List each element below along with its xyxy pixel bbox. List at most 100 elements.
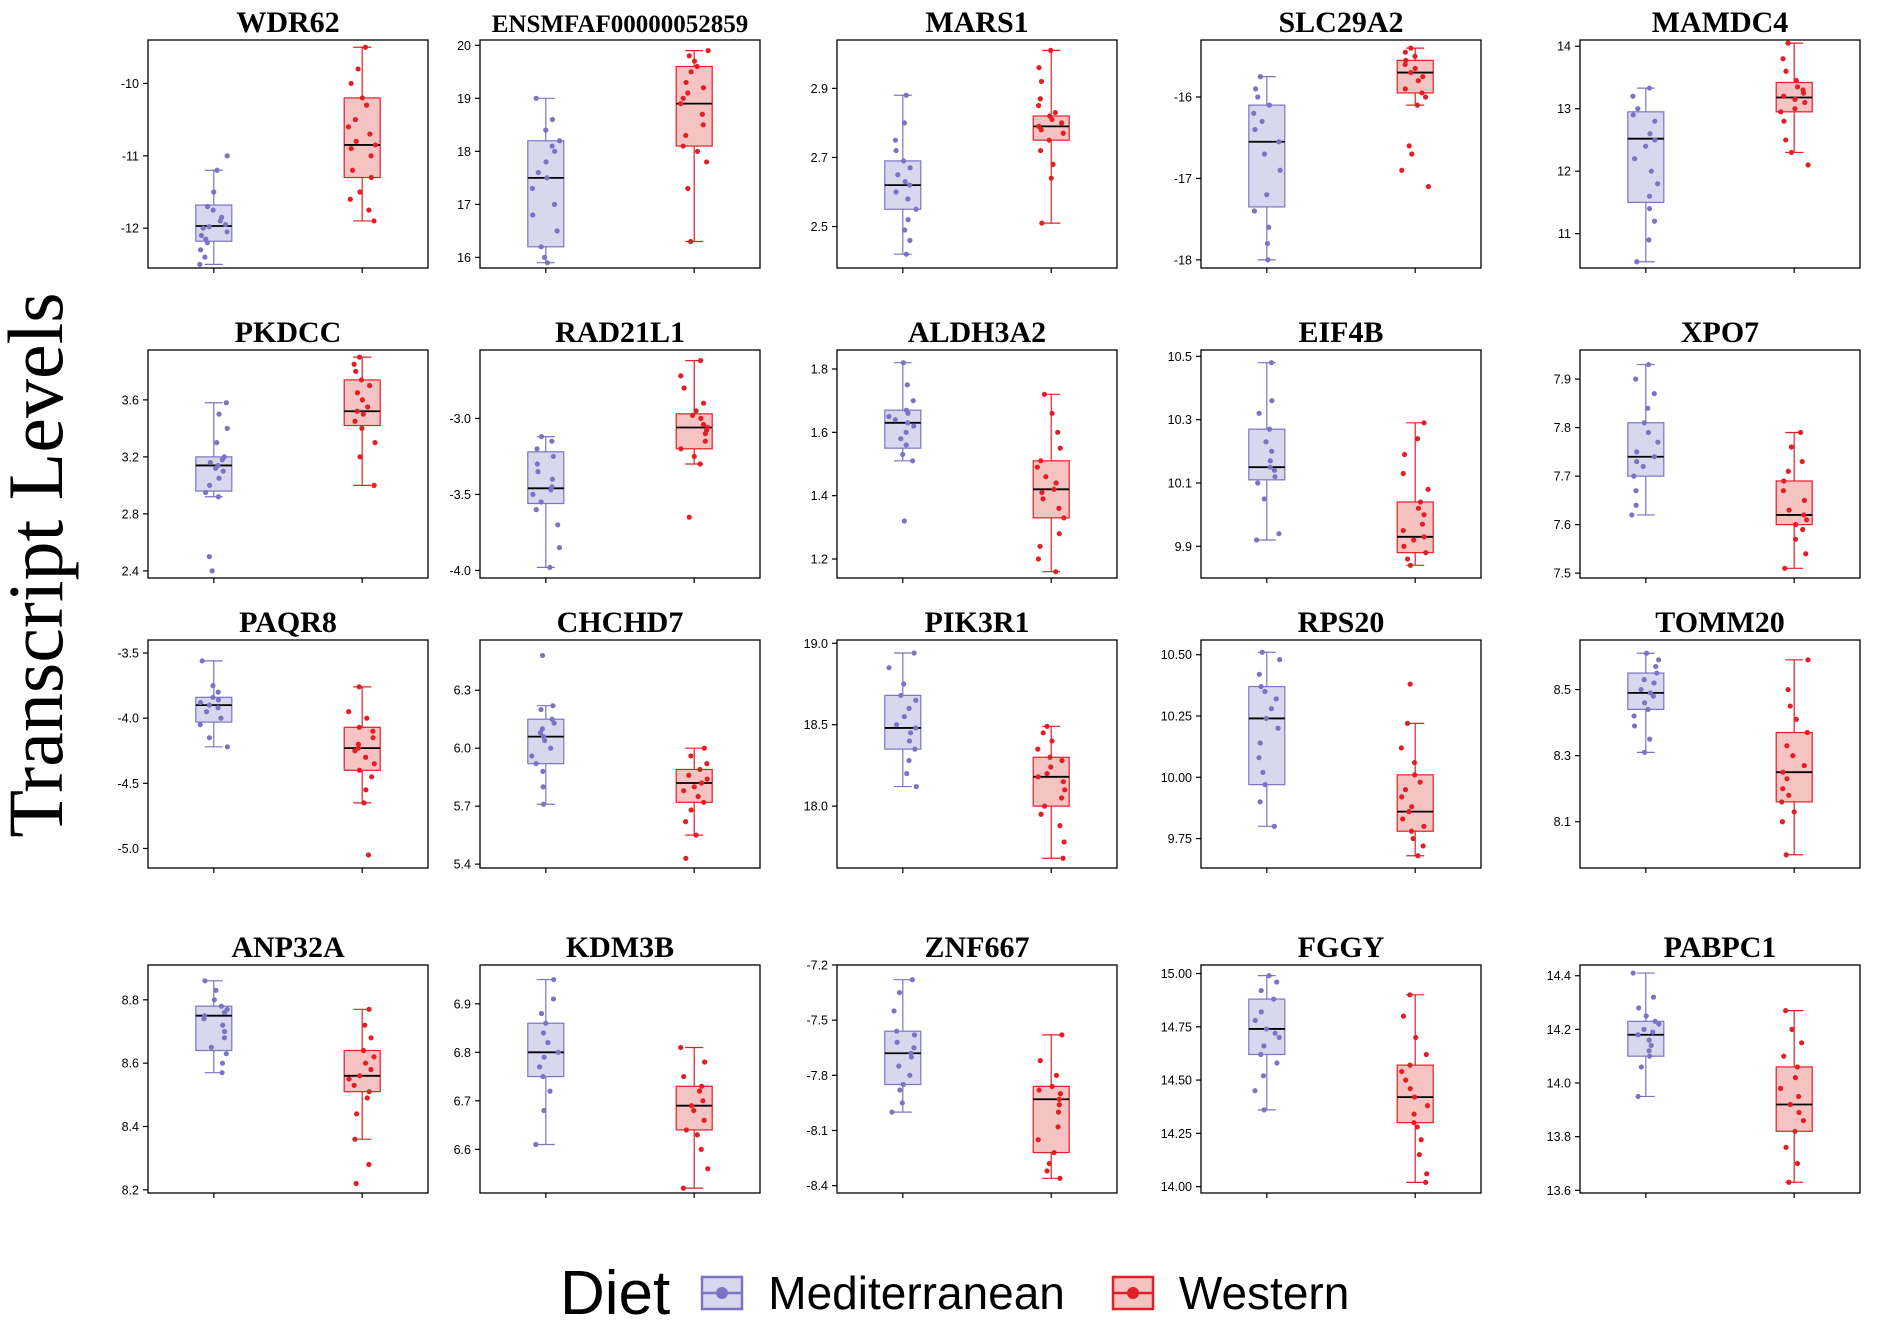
point-slc29a2-mediterranean <box>1264 240 1271 247</box>
point-pabpc1-western <box>1789 1026 1795 1032</box>
panel-pik3r1: PIK3R1 18.0 18.5 19.0 <box>804 606 1118 873</box>
point-anp32a-western <box>351 1082 357 1088</box>
point-ensmfaf00000052859-mediterranean <box>535 169 541 176</box>
point-aldh3a2-mediterranean <box>900 360 907 366</box>
point-eif4b-western <box>1401 451 1408 458</box>
point-pik3r1-western <box>1061 839 1067 845</box>
point-pabpc1-mediterranean <box>1638 1064 1644 1070</box>
point-aldh3a2-mediterranean <box>905 420 911 426</box>
point-pkdcc-western <box>365 404 371 410</box>
point-pik3r1-mediterranean <box>907 730 914 736</box>
point-fggy-mediterranean <box>1260 1073 1267 1079</box>
point-fggy-western <box>1411 1111 1417 1117</box>
point-znf667-western <box>1044 1168 1050 1174</box>
point-ensmfaf00000052859-mediterranean <box>538 244 544 250</box>
point-aldh3a2-western <box>1053 569 1059 575</box>
point-pabpc1-western <box>1794 1160 1801 1167</box>
plot-area-mamdc4 <box>1579 39 1861 269</box>
point-tomm20-western <box>1784 776 1790 782</box>
point-wdr62-mediterranean <box>210 207 216 213</box>
point-xpo7-western <box>1792 522 1799 528</box>
point-pkdcc-mediterranean <box>215 494 222 500</box>
panel-title-aldh3a2: ALDH3A2 <box>908 316 1046 349</box>
point-rps20-mediterranean <box>1262 782 1268 788</box>
point-mars1-western <box>1038 78 1045 85</box>
point-znf667-mediterranean <box>899 1100 905 1106</box>
point-znf667-mediterranean <box>896 1063 902 1069</box>
y-tick-label-znf667-3: -7.5 <box>806 1014 828 1028</box>
box-slc29a2-western <box>1396 59 1434 94</box>
legend-key-western <box>1111 1275 1155 1311</box>
panel-title-mars1: MARS1 <box>925 6 1028 39</box>
point-rad21l1-mediterranean <box>556 545 563 551</box>
point-znf667-mediterranean <box>891 1008 897 1014</box>
panel-xpo7: XPO7 7.5 7.6 7.7 7.8 7.9 <box>1554 316 1861 583</box>
point-kdm3b-mediterranean <box>555 1049 561 1055</box>
point-pik3r1-western <box>1060 855 1066 861</box>
point-aldh3a2-western <box>1061 515 1067 521</box>
point-anp32a-mediterranean <box>219 1060 226 1066</box>
point-fggy-mediterranean <box>1261 1107 1267 1113</box>
point-xpo7-mediterranean <box>1655 439 1661 445</box>
point-pabpc1-western <box>1778 1085 1784 1091</box>
point-xpo7-western <box>1781 478 1787 484</box>
point-slc29a2-western <box>1425 183 1432 190</box>
point-mars1-mediterranean <box>893 189 899 195</box>
point-paqr8-western <box>356 684 362 690</box>
panel-title-anp32a: ANP32A <box>231 931 345 964</box>
point-xpo7-mediterranean <box>1633 502 1639 508</box>
point-pik3r1-western <box>1044 770 1050 777</box>
point-pkdcc-mediterranean <box>209 568 215 574</box>
point-paqr8-mediterranean <box>218 715 224 721</box>
point-fggy-western <box>1423 1179 1429 1185</box>
point-pkdcc-western <box>354 390 361 396</box>
point-aldh3a2-western <box>1057 445 1063 451</box>
point-ensmfaf00000052859-western <box>683 132 689 139</box>
point-anp32a-mediterranean <box>213 987 219 993</box>
point-mars1-western <box>1037 147 1044 154</box>
point-znf667-western <box>1056 1102 1062 1108</box>
panel-wdr62: WDR62 -12 -11 -10 <box>121 6 429 273</box>
point-aldh3a2-mediterranean <box>911 423 917 429</box>
point-kdm3b-western <box>678 1044 684 1051</box>
plot-area-pabpc1 <box>1579 964 1861 1194</box>
point-anp32a-western <box>353 1180 359 1187</box>
point-tomm20-mediterranean <box>1647 690 1654 696</box>
point-anp32a-mediterranean <box>219 1070 225 1076</box>
point-paqr8-western <box>355 745 361 751</box>
y-tick-label-pabpc1-2: 14.0 <box>1547 1077 1571 1091</box>
panel-title-xpo7: XPO7 <box>1681 316 1759 349</box>
y-tick-label-mars1-2: 2.9 <box>811 82 828 96</box>
point-fggy-mediterranean <box>1266 973 1272 979</box>
y-tick-label-rps20-2: 10.25 <box>1161 710 1192 724</box>
y-tick-label-kdm3b-1: 6.7 <box>454 1094 471 1108</box>
point-chchd7-mediterranean <box>551 720 557 726</box>
point-paqr8-mediterranean <box>203 709 210 715</box>
y-tick-label-fggy-0: 14.00 <box>1161 1180 1192 1194</box>
point-pkdcc-mediterranean <box>221 454 227 460</box>
point-slc29a2-western <box>1409 151 1415 157</box>
point-pkdcc-mediterranean <box>216 411 222 417</box>
point-kdm3b-western <box>696 1088 703 1094</box>
point-wdr62-western <box>371 218 377 224</box>
point-pik3r1-western <box>1038 811 1044 817</box>
point-chchd7-mediterranean <box>549 716 555 722</box>
point-xpo7-mediterranean <box>1645 429 1651 436</box>
point-fggy-mediterranean <box>1272 1030 1278 1036</box>
point-pkdcc-western <box>367 383 373 389</box>
plot-area-fggy <box>1200 964 1482 1194</box>
point-rps20-mediterranean <box>1275 725 1281 731</box>
point-pabpc1-mediterranean <box>1636 1005 1642 1011</box>
point-aldh3a2-western <box>1056 531 1062 537</box>
point-anp32a-mediterranean <box>223 1051 229 1057</box>
point-znf667-mediterranean <box>894 1039 900 1045</box>
point-mamdc4-mediterranean <box>1646 206 1653 212</box>
point-eif4b-mediterranean <box>1263 439 1269 445</box>
panel-anp32a: ANP32A 8.2 8.4 8.6 8.8 <box>122 931 429 1198</box>
point-mars1-mediterranean <box>902 179 908 185</box>
point-mars1-western <box>1050 161 1056 167</box>
point-fggy-western <box>1418 1137 1424 1143</box>
point-pik3r1-western <box>1035 774 1041 780</box>
y-tick-label-anp32a-2: 8.6 <box>122 1057 139 1071</box>
point-eif4b-western <box>1419 521 1426 527</box>
